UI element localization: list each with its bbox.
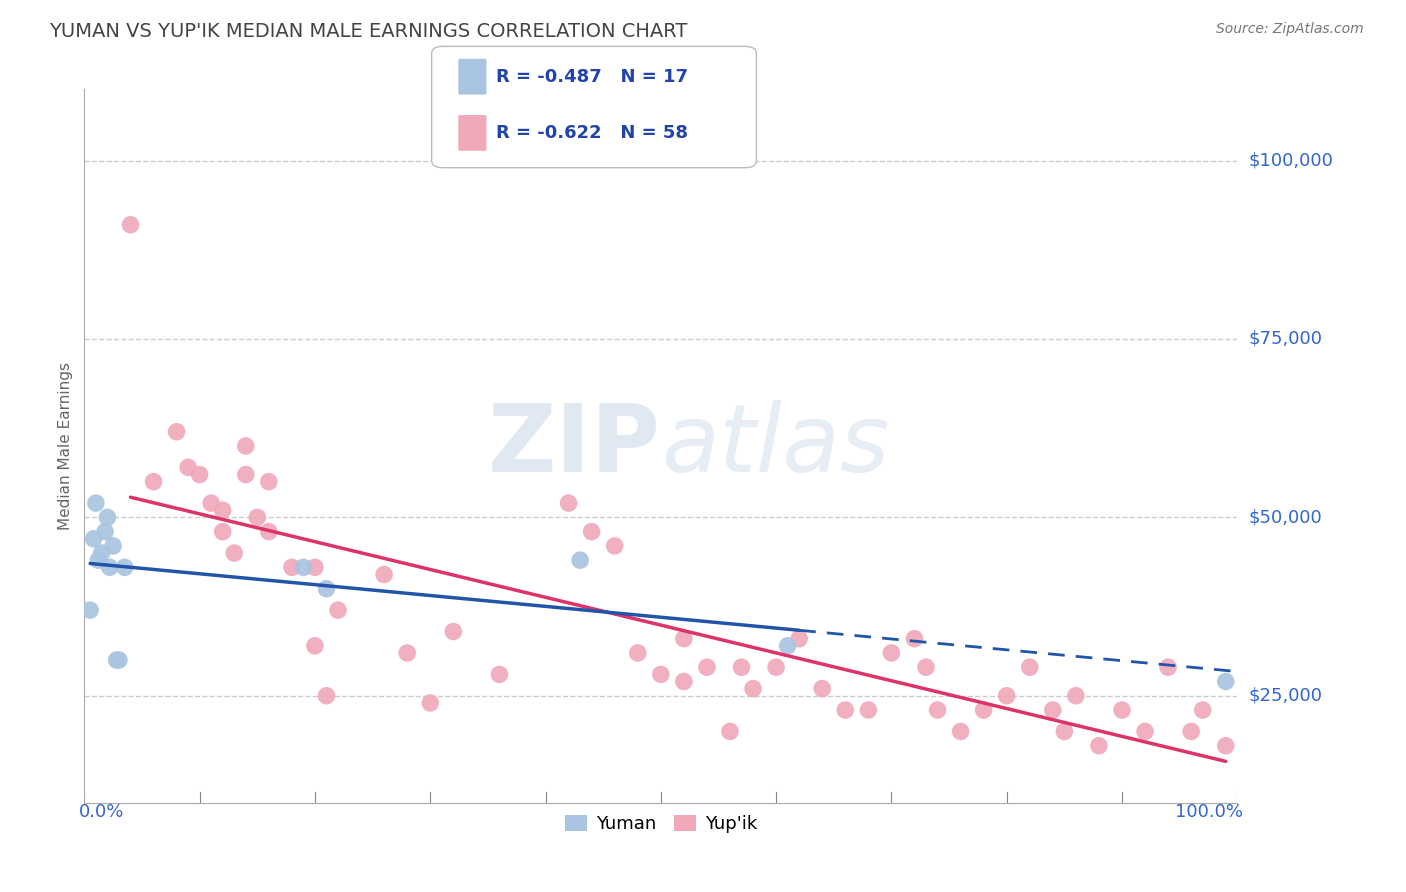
Text: ZIP: ZIP <box>488 400 661 492</box>
Point <box>1018 660 1040 674</box>
Point <box>672 674 695 689</box>
Point <box>235 439 257 453</box>
Point <box>188 467 211 482</box>
Point <box>98 560 121 574</box>
Point <box>396 646 419 660</box>
Point <box>742 681 765 696</box>
Point <box>834 703 856 717</box>
Point <box>765 660 787 674</box>
Point <box>419 696 441 710</box>
Point <box>1042 703 1064 717</box>
Text: $50,000: $50,000 <box>1249 508 1322 526</box>
Point <box>441 624 464 639</box>
Point <box>96 510 118 524</box>
Point <box>257 524 280 539</box>
Point <box>1064 689 1087 703</box>
Point <box>211 503 233 517</box>
Point <box>326 603 349 617</box>
Point <box>246 510 269 524</box>
Point <box>94 524 117 539</box>
Point <box>915 660 938 674</box>
Y-axis label: Median Male Earnings: Median Male Earnings <box>58 362 73 530</box>
Text: $75,000: $75,000 <box>1249 330 1323 348</box>
Point <box>672 632 695 646</box>
Text: 100.0%: 100.0% <box>1175 803 1243 821</box>
Legend: Yuman, Yup'ik: Yuman, Yup'ik <box>558 807 763 840</box>
Point <box>211 524 233 539</box>
Point <box>880 646 903 660</box>
Point <box>627 646 650 660</box>
Point <box>108 653 131 667</box>
Point <box>927 703 949 717</box>
Point <box>488 667 510 681</box>
Point <box>87 553 110 567</box>
Text: $25,000: $25,000 <box>1249 687 1323 705</box>
Point <box>83 532 105 546</box>
Point <box>1053 724 1076 739</box>
Point <box>569 553 592 567</box>
Point <box>1215 674 1237 689</box>
Point <box>166 425 188 439</box>
Text: atlas: atlas <box>661 401 889 491</box>
Point <box>292 560 315 574</box>
Point <box>315 689 337 703</box>
Point <box>235 467 257 482</box>
Point <box>718 724 741 739</box>
Text: 0.0%: 0.0% <box>79 803 124 821</box>
Point <box>90 546 112 560</box>
Point <box>776 639 799 653</box>
Point <box>257 475 280 489</box>
Point <box>373 567 395 582</box>
Point <box>200 496 222 510</box>
Point <box>304 560 326 574</box>
Point <box>903 632 925 646</box>
Point <box>1157 660 1180 674</box>
Point <box>177 460 200 475</box>
Point <box>1088 739 1111 753</box>
Text: Source: ZipAtlas.com: Source: ZipAtlas.com <box>1216 22 1364 37</box>
Point <box>79 603 101 617</box>
Point <box>557 496 579 510</box>
Point <box>949 724 972 739</box>
Point <box>650 667 672 681</box>
Text: $100,000: $100,000 <box>1249 152 1333 169</box>
Point <box>730 660 752 674</box>
Point <box>105 653 128 667</box>
Point <box>142 475 165 489</box>
Point <box>696 660 718 674</box>
Point <box>858 703 880 717</box>
Point <box>811 681 834 696</box>
Point <box>120 218 142 232</box>
Point <box>224 546 246 560</box>
Point <box>1191 703 1213 717</box>
Text: R = -0.622   N = 58: R = -0.622 N = 58 <box>496 124 689 142</box>
Point <box>304 639 326 653</box>
Point <box>281 560 304 574</box>
Point <box>1180 724 1202 739</box>
Point <box>1215 739 1237 753</box>
Point <box>84 496 107 510</box>
Point <box>103 539 124 553</box>
Point <box>315 582 337 596</box>
Point <box>603 539 626 553</box>
Point <box>581 524 603 539</box>
Text: YUMAN VS YUP'IK MEDIAN MALE EARNINGS CORRELATION CHART: YUMAN VS YUP'IK MEDIAN MALE EARNINGS COR… <box>49 22 688 41</box>
Text: R = -0.487   N = 17: R = -0.487 N = 17 <box>496 68 689 86</box>
Point <box>787 632 810 646</box>
Point <box>973 703 995 717</box>
Point <box>1111 703 1133 717</box>
Point <box>114 560 136 574</box>
Point <box>995 689 1018 703</box>
Point <box>1133 724 1156 739</box>
